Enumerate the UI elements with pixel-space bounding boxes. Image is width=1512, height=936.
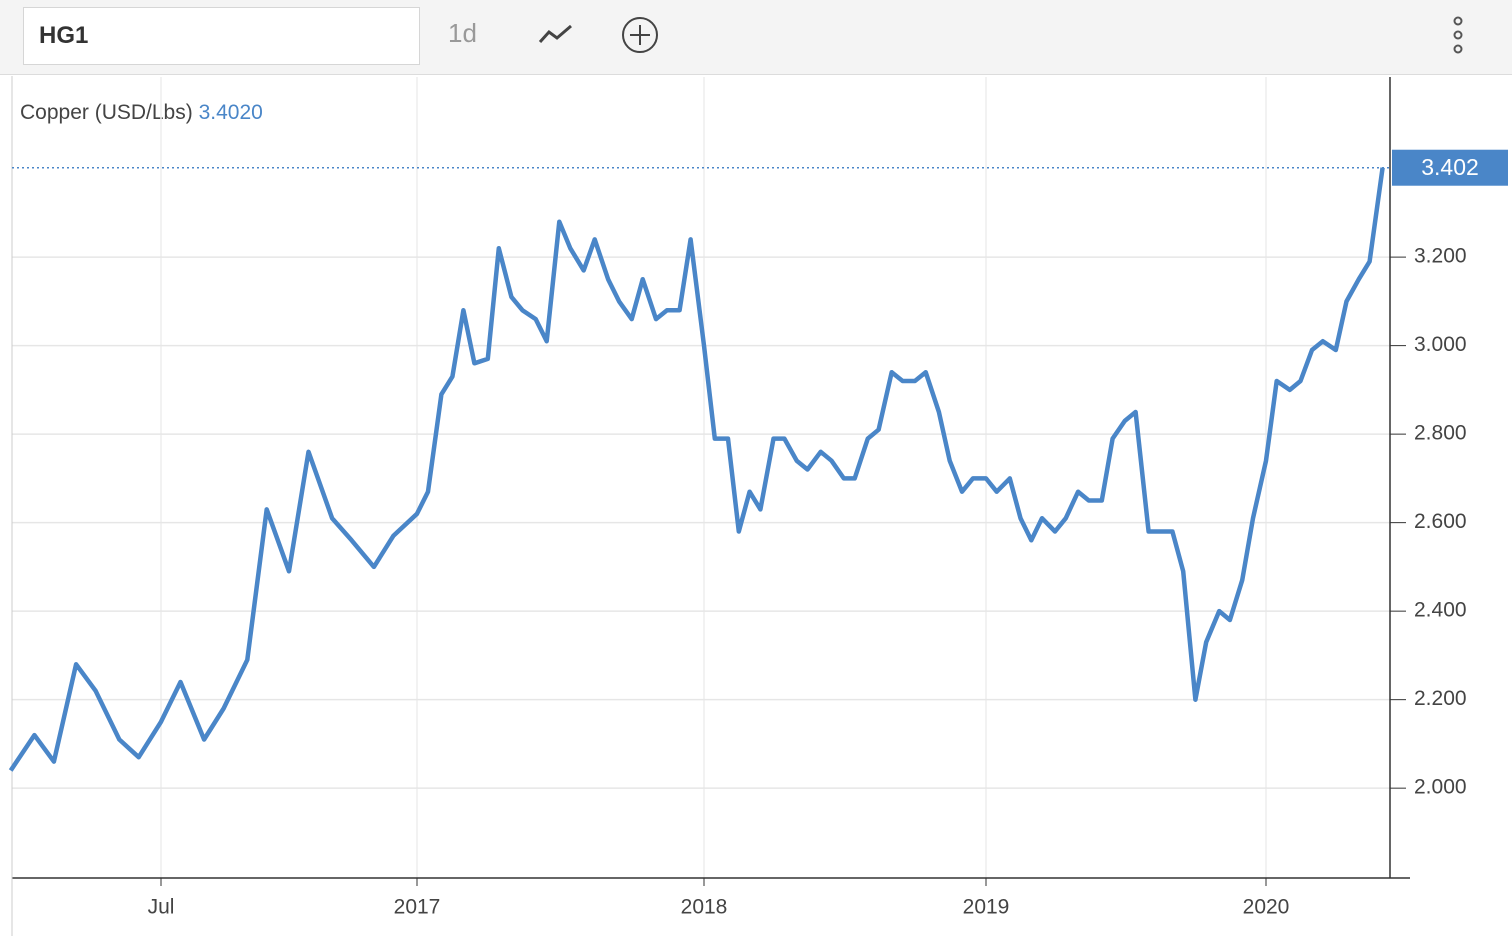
y-tick-label: 3.000 [1414, 333, 1467, 356]
price-badge-label: 3.402 [1421, 154, 1479, 180]
chart: Copper (USD/Lbs) 3.4020 Jul 2017 2018 2019 2… [8, 76, 1508, 936]
x-tick-label: 2018 [681, 896, 728, 919]
y-tick-label: 2.200 [1414, 687, 1467, 710]
add-icon[interactable] [620, 15, 660, 55]
y-tick-label: 2.800 [1414, 422, 1467, 445]
series-name: Copper (USD/Lbs) [20, 101, 193, 124]
legend: Copper (USD/Lbs) 3.4020 [20, 101, 263, 124]
y-tick-label: 2.600 [1414, 510, 1467, 533]
symbol-input[interactable]: HG1 [23, 7, 420, 65]
x-tick-label: 2017 [394, 896, 441, 919]
x-tick-label: 2020 [1243, 896, 1290, 919]
legend-value: 3.4020 [199, 101, 263, 124]
menu-icon[interactable] [1448, 15, 1468, 55]
y-tick-label: 3.200 [1414, 245, 1467, 268]
y-tick-label: 2.400 [1414, 599, 1467, 622]
toolbar: HG1 1d [0, 0, 1512, 75]
x-tick-label: 2019 [963, 896, 1010, 919]
x-tick-label: Jul [148, 896, 175, 919]
price-badge [1392, 149, 1508, 186]
y-tick-label: 2.000 [1414, 776, 1467, 799]
chart-type-icon[interactable] [537, 20, 577, 50]
price-line [8, 167, 1385, 772]
interval-button[interactable]: 1d [448, 18, 477, 48]
